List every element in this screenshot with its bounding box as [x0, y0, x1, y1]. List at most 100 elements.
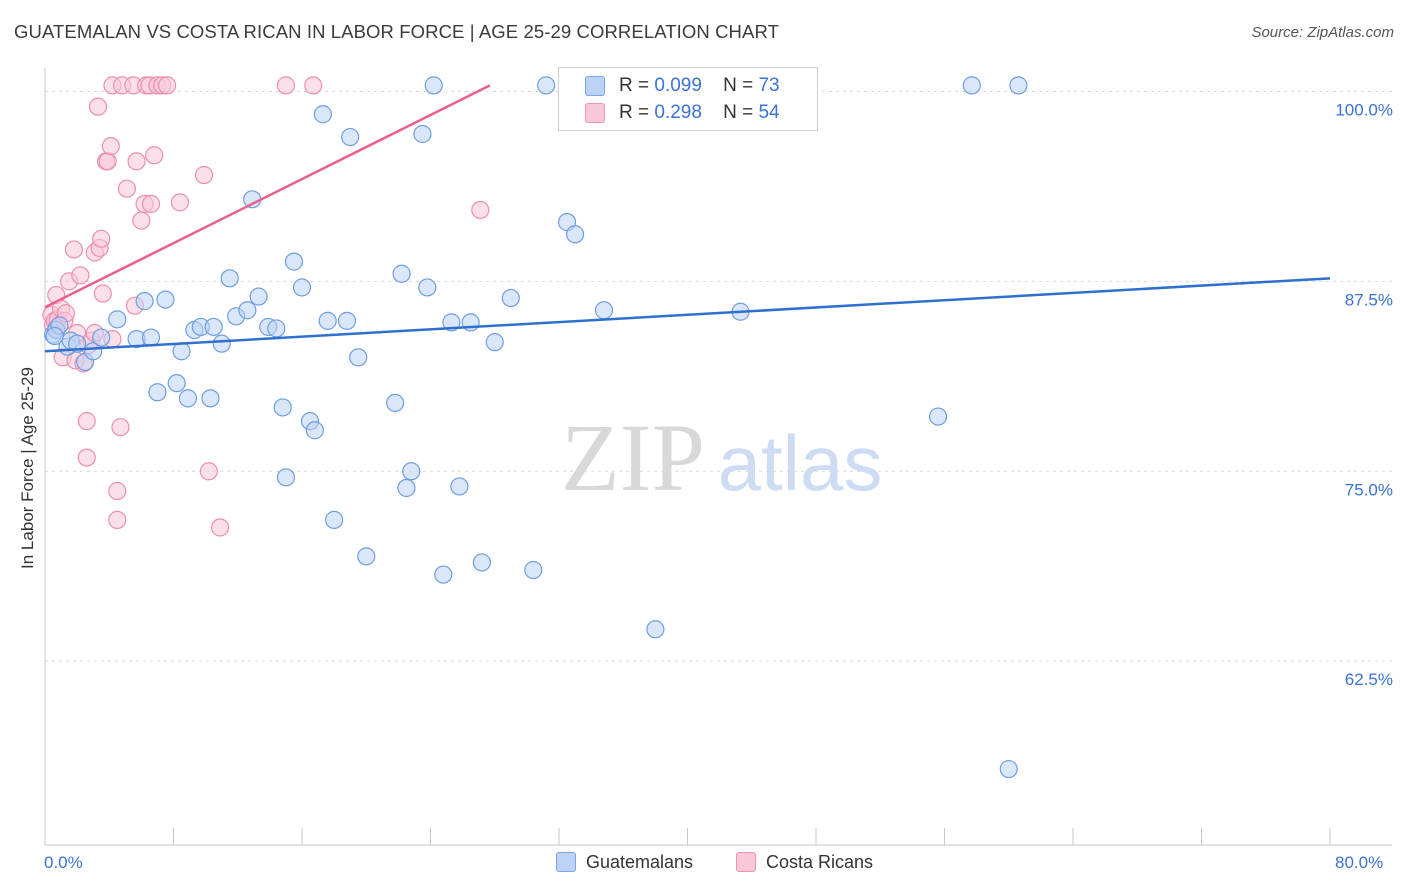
- bottom-legend-costa-ricans: Costa Ricans: [736, 852, 873, 873]
- costa-rican-point: [471, 200, 490, 220]
- costa-rican-point: [71, 266, 90, 285]
- legend-n-value: 73: [758, 75, 780, 96]
- guatemalan-point: [156, 290, 175, 309]
- guatemalan-point: [524, 560, 543, 580]
- y-tick-label: 87.5%: [1345, 290, 1393, 309]
- costa-rican-point: [276, 76, 296, 95]
- costa-ricans-points: [42, 76, 490, 537]
- costa-rican-point: [77, 412, 96, 431]
- guatemalan-point: [341, 127, 360, 147]
- guatemalan-point: [318, 311, 337, 330]
- costa-rican-point: [127, 152, 146, 171]
- y-tick-labels: 100.0% 87.5% 75.0% 62.5%: [1335, 100, 1393, 689]
- guatemalan-point: [337, 311, 357, 330]
- guatemalan-point: [267, 319, 286, 338]
- costa-rican-point: [93, 284, 112, 303]
- guatemalan-point: [92, 328, 111, 347]
- guatemalans-trend-line: [44, 277, 1331, 353]
- trend-lines: [44, 84, 1331, 353]
- guatemalan-point: [284, 252, 304, 271]
- costa-rican-point: [141, 194, 161, 213]
- watermark-atlas: atlas: [718, 419, 883, 507]
- costa-rican-point: [88, 97, 108, 116]
- guatemalan-point: [646, 620, 665, 639]
- guatemalan-point: [141, 328, 161, 347]
- source-label: Source: ZipAtlas.com: [1251, 24, 1394, 41]
- bottom-legend-label: Costa Ricans: [766, 852, 874, 872]
- guatemalan-point: [313, 105, 332, 124]
- watermark: ZIP atlas: [561, 404, 882, 511]
- guatemalan-point: [434, 565, 453, 584]
- guatemalan-point: [349, 348, 368, 367]
- guatemalan-point: [565, 225, 585, 244]
- watermark-zip: ZIP: [561, 404, 705, 511]
- guatemalan-point: [68, 334, 87, 353]
- bottom-legend-label: Guatemalans: [586, 852, 694, 872]
- costa-ricans-trend-line: [44, 84, 491, 309]
- guatemalan-point: [178, 389, 198, 408]
- costa-rican-point: [157, 76, 177, 95]
- legend-n-label: N =: [723, 102, 754, 123]
- guatemalan-point: [485, 333, 504, 352]
- guatemalan-point: [402, 462, 421, 481]
- bottom-legend-swatch-pink: [736, 852, 756, 872]
- guatemalan-point: [450, 477, 469, 496]
- guatemalan-point: [220, 269, 239, 288]
- costa-rican-point: [98, 152, 117, 171]
- guatemalan-point: [413, 124, 432, 144]
- legend-r-value: 0.099: [654, 75, 702, 96]
- legend-swatch-pink: [585, 103, 605, 123]
- guatemalan-point: [108, 310, 127, 329]
- guatemalans-points: [43, 76, 1028, 779]
- guatemalan-point: [386, 393, 405, 413]
- costa-rican-point: [194, 165, 214, 185]
- costa-rican-point: [170, 193, 190, 212]
- guatemalan-point: [442, 313, 461, 332]
- guatemalan-point: [238, 301, 257, 320]
- y-tick-label: 100.0%: [1335, 100, 1393, 119]
- legend-swatch-blue: [585, 76, 605, 96]
- costa-rican-point: [108, 481, 127, 501]
- grid-lines: [45, 90, 1392, 662]
- guatemalan-point: [928, 407, 948, 426]
- legend-r-label: R =: [619, 75, 650, 96]
- guatemalan-point: [148, 383, 167, 402]
- guatemalan-point: [212, 334, 231, 353]
- x-tick-label-max: 80.0%: [1335, 853, 1384, 872]
- chart-title: GUATEMALAN VS COSTA RICAN IN LABOR FORCE…: [14, 21, 779, 42]
- guatemalan-point: [594, 301, 614, 320]
- guatemalan-point: [292, 278, 312, 297]
- guatemalan-point: [424, 76, 443, 95]
- costa-rican-point: [101, 137, 120, 156]
- guatemalan-point: [537, 76, 556, 95]
- guatemalan-point: [357, 547, 376, 566]
- y-tick-label: 62.5%: [1345, 670, 1393, 689]
- guatemalan-point: [201, 389, 220, 408]
- costa-rican-point: [111, 418, 130, 437]
- guatemalan-point: [204, 317, 223, 337]
- guatemalan-point: [418, 278, 437, 297]
- legend-n-value: 54: [758, 102, 780, 123]
- guatemalan-point: [392, 264, 411, 283]
- guatemalan-point: [167, 374, 186, 393]
- guatemalan-point: [999, 759, 1018, 779]
- costa-rican-point: [199, 462, 218, 481]
- x-tick-label-min: 0.0%: [44, 853, 83, 872]
- guatemalan-point: [135, 292, 154, 311]
- costa-rican-point: [210, 518, 230, 537]
- costa-rican-point: [304, 76, 323, 95]
- costa-rican-point: [108, 510, 127, 529]
- bottom-legend-swatch-blue: [556, 852, 576, 872]
- costa-rican-point: [117, 179, 137, 198]
- costa-rican-point: [64, 240, 84, 259]
- bottom-legend-guatemalans: Guatemalans: [556, 852, 693, 873]
- y-axis-title: In Labor Force | Age 25-29: [18, 367, 37, 569]
- costa-rican-point: [77, 448, 96, 467]
- guatemalan-point: [397, 478, 416, 498]
- guatemalan-point: [1009, 76, 1028, 95]
- guatemalan-point: [305, 421, 324, 440]
- y-tick-label: 75.0%: [1345, 480, 1393, 499]
- legend-n-label: N =: [723, 75, 754, 96]
- costa-rican-point: [132, 211, 151, 230]
